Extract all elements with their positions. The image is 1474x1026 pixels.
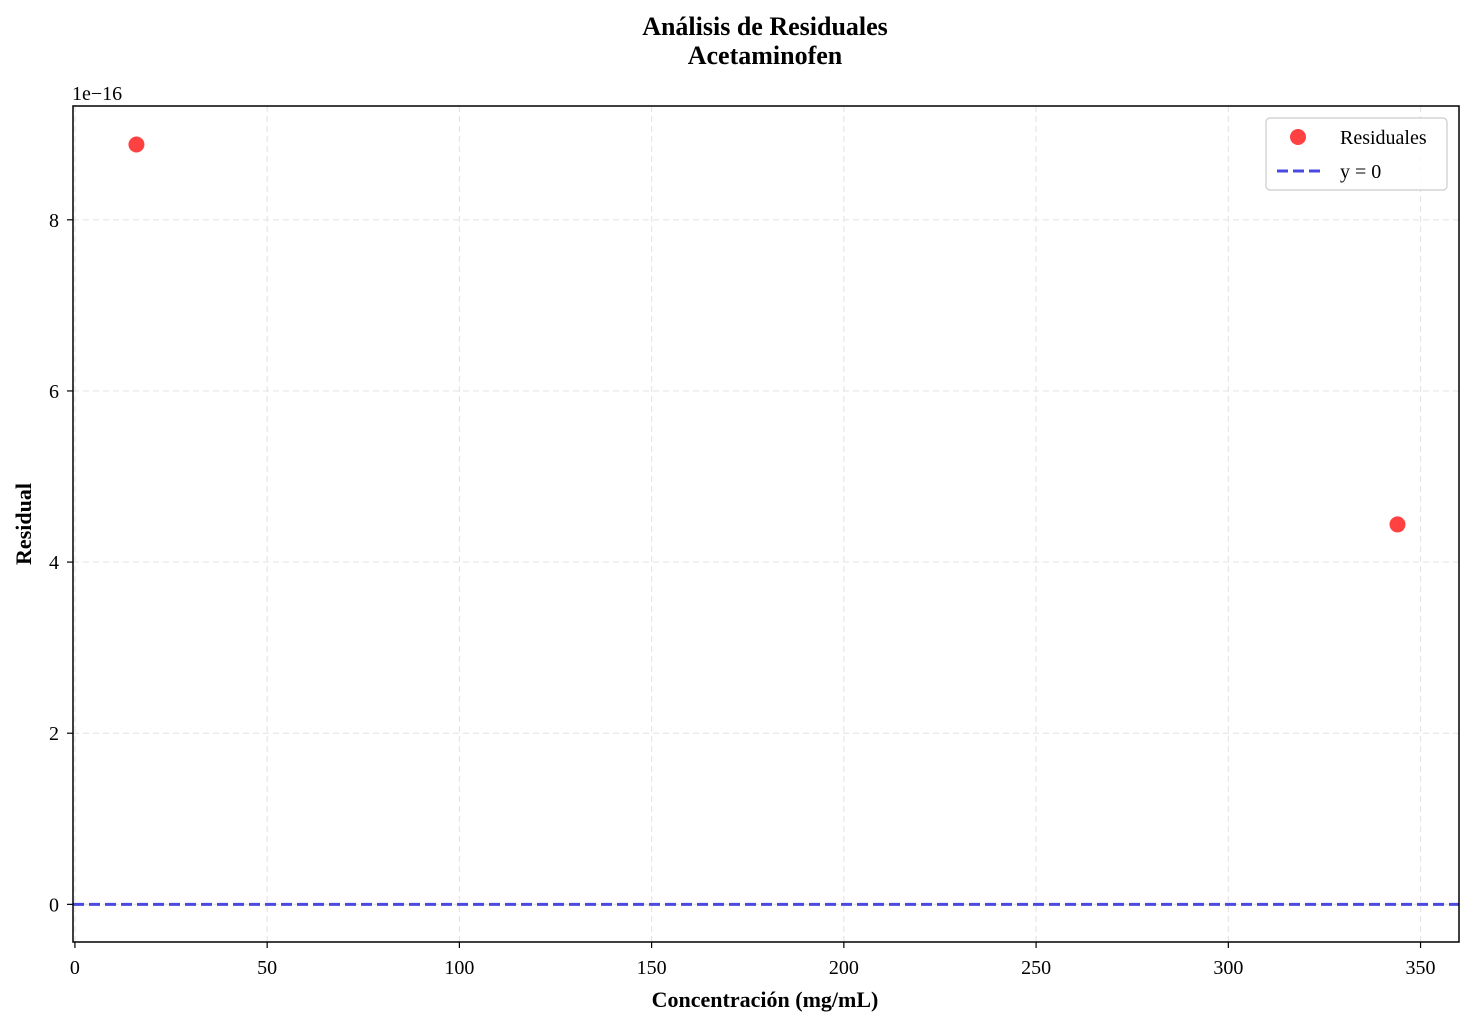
y-axis: 0 2 4 6 8: [49, 210, 73, 916]
chart-title: Análisis de Residuales: [642, 12, 888, 41]
x-tick-label: 300: [1213, 957, 1243, 979]
x-axis-label: Concentración (mg/mL): [652, 987, 879, 1012]
y-tick-label: 6: [49, 381, 59, 403]
y-axis-label: Residual: [11, 483, 36, 565]
y-tick-label: 2: [49, 723, 59, 745]
x-tick-label: 100: [444, 957, 474, 979]
residual-point: [1389, 516, 1406, 533]
x-tick-label: 350: [1406, 957, 1436, 979]
legend-label-residuales: Residuales: [1340, 127, 1427, 149]
legend-label-zero: y = 0: [1340, 161, 1381, 183]
x-axis: 0 50 100 150 200 250 300 350: [70, 942, 1436, 979]
x-tick-label: 0: [70, 957, 80, 979]
y-tick-label: 4: [49, 552, 59, 574]
y-tick-label: 8: [49, 210, 59, 232]
grid: [73, 106, 1459, 942]
plot-frame: [72, 105, 1460, 943]
y-tick-label: 0: [49, 894, 59, 916]
y-offset-label: 1e−16: [72, 83, 122, 105]
legend-marker-residuales: [1290, 129, 1306, 145]
legend: Residuales y = 0: [1265, 117, 1448, 191]
chart-subtitle: Acetaminofen: [688, 41, 843, 70]
x-tick-label: 200: [829, 957, 859, 979]
x-tick-label: 150: [637, 957, 667, 979]
x-tick-label: 250: [1021, 957, 1051, 979]
x-tick-label: 50: [257, 957, 277, 979]
residual-point: [128, 136, 145, 153]
points-layer: [128, 136, 1406, 533]
